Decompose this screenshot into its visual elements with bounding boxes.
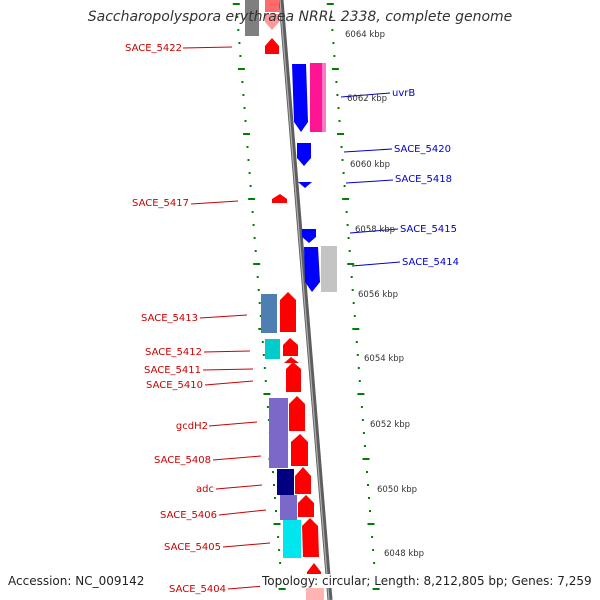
kbp-label: 6052 kbp: [370, 420, 410, 430]
kbp-label: 6062 kbp: [347, 94, 387, 104]
gene-arrow: [291, 434, 308, 466]
gene-arrow: [302, 518, 319, 557]
kbp-label: 6054 kbp: [364, 354, 404, 364]
gene-arrow: [283, 338, 298, 356]
kbp-label: 6056 kbp: [358, 290, 398, 300]
right-gene-labels: uvrB SACE_5420 SACE_5418 SACE_5415 SACE_…: [392, 88, 459, 268]
gene-block: [310, 63, 325, 132]
gene-label: SACE_5410: [146, 380, 203, 391]
gene-arrow: [286, 362, 301, 392]
gene-block: [280, 495, 297, 520]
gene-label: SACE_5420: [394, 144, 451, 155]
gene-arrow: [265, 14, 279, 30]
gene-label: SACE_5414: [402, 257, 459, 268]
gene-label: SACE_5422: [125, 43, 182, 54]
kbp-label: 6060 kbp: [350, 160, 390, 170]
gene-block: [283, 520, 301, 558]
gene-block: [269, 398, 288, 468]
label-leader-lines: [182, 46, 401, 590]
gene-arrow: [304, 247, 320, 292]
gene-arrow: [298, 182, 312, 188]
gene-label: SACE_5408: [154, 455, 211, 466]
gene-label: gcdH2: [176, 421, 208, 432]
gene-arrow: [272, 194, 287, 203]
gene-block: [265, 0, 279, 12]
gene-label: uvrB: [392, 88, 415, 99]
gene-label: SACE_5417: [132, 198, 189, 209]
kbp-label: 6048 kbp: [384, 549, 424, 559]
gene-arrow: [289, 396, 305, 431]
topology-text: Topology: circular; Length: 8,212,805 bp…: [260, 574, 592, 588]
left-gene-labels: SACE_5422 SACE_5417 SACE_5413 SACE_5412 …: [125, 43, 226, 595]
gene-block: [322, 63, 326, 132]
gene-block: [245, 0, 259, 36]
gene-arrow: [302, 229, 316, 243]
gene-block: [261, 294, 277, 333]
gene-arrow: [265, 38, 279, 54]
gene-label: adc: [196, 484, 214, 495]
kbp-label: 6050 kbp: [377, 485, 417, 495]
tick-marks: [232, 3, 380, 590]
gene-arrow: [297, 143, 311, 166]
gene-block: [265, 339, 280, 359]
gene-label: SACE_5405: [164, 542, 221, 553]
kbp-label: 6064 kbp: [345, 30, 385, 40]
genome-backbone: [278, 0, 333, 600]
gene-label: SACE_5411: [144, 365, 201, 376]
gene-arrow: [307, 563, 321, 576]
map-title: Saccharopolyspora erythraea NRRL 2338, c…: [87, 9, 513, 25]
gene-label: SACE_5406: [160, 510, 217, 521]
gene-label: SACE_5415: [400, 224, 457, 235]
kbp-scale-labels: 6064 kbp 6062 kbp 6060 kbp 6058 kbp 6056…: [345, 30, 424, 559]
gene-arrow: [280, 292, 296, 332]
gene-arrow: [295, 467, 311, 494]
gene-block: [321, 246, 337, 292]
gene-label: SACE_5418: [395, 174, 452, 185]
gene-block: [277, 469, 294, 495]
gene-arrow: [284, 357, 299, 363]
gene-features: [245, 0, 337, 600]
kbp-label: 6058 kbp: [355, 225, 395, 235]
gene-label: SACE_5412: [145, 347, 202, 358]
gene-arrow: [298, 495, 314, 517]
gene-arrow: [292, 64, 308, 132]
gene-label: SACE_5413: [141, 313, 198, 324]
gene-label: SACE_5404: [169, 584, 226, 595]
accession-text: Accession: NC_009142: [8, 574, 145, 588]
